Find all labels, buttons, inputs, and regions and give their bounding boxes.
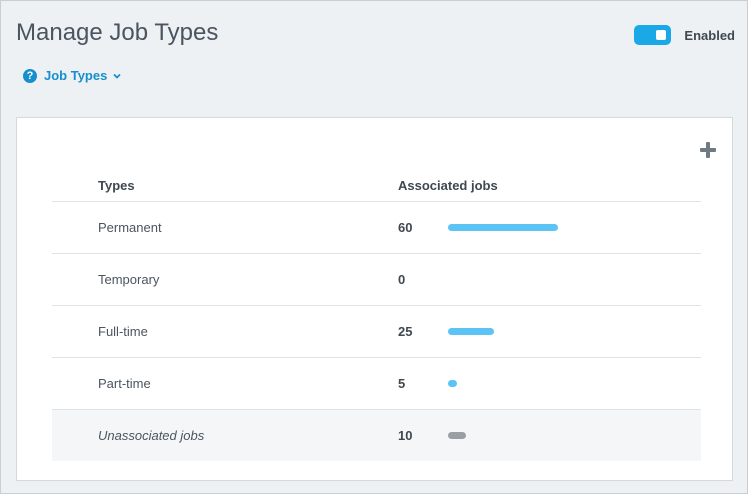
dropdown-label: Job Types — [44, 68, 108, 83]
type-name: Temporary — [98, 272, 160, 287]
toggle-label: Enabled — [684, 27, 735, 43]
count-bar — [448, 328, 494, 335]
table-row[interactable]: Temporary 0 — [52, 254, 701, 306]
table-row[interactable]: Part-time 5 — [52, 358, 701, 410]
table-row[interactable]: Permanent 60 — [52, 202, 701, 254]
job-count: 0 — [398, 272, 406, 287]
add-icon[interactable] — [700, 142, 716, 158]
enabled-toggle-group: Enabled — [634, 25, 735, 45]
chevron-down-icon — [113, 73, 121, 79]
count-bar — [448, 380, 457, 387]
type-name: Unassociated jobs — [98, 428, 205, 443]
job-types-dropdown[interactable]: ? Job Types — [23, 68, 122, 83]
table-header: Types Associated jobs — [52, 169, 701, 202]
job-types-table: Types Associated jobs Permanent 60 Tempora… — [52, 169, 701, 461]
table-row[interactable]: Unassociated jobs 10 — [52, 410, 701, 461]
toggle-knob — [656, 30, 667, 40]
enabled-toggle[interactable] — [634, 25, 672, 45]
type-name: Permanent — [98, 220, 162, 235]
associated-jobs-header: Associated jobs — [398, 178, 498, 193]
type-name: Full-time — [98, 324, 148, 339]
types-header: Types — [98, 178, 135, 193]
count-bar — [448, 432, 466, 439]
type-name: Part-time — [98, 376, 151, 391]
job-count: 5 — [398, 376, 406, 391]
page-title: Manage Job Types — [16, 19, 219, 46]
job-count: 10 — [398, 428, 413, 443]
count-bar — [448, 224, 558, 231]
job-count: 60 — [398, 220, 413, 235]
table-body: Permanent 60 Temporary 0 Full-time 25 Part-tim… — [52, 202, 701, 461]
help-icon: ? — [23, 68, 37, 83]
table-row[interactable]: Full-time 25 — [52, 306, 701, 358]
job-types-card: Types Associated jobs Permanent 60 Tempora… — [16, 117, 733, 481]
job-count: 25 — [398, 324, 413, 339]
